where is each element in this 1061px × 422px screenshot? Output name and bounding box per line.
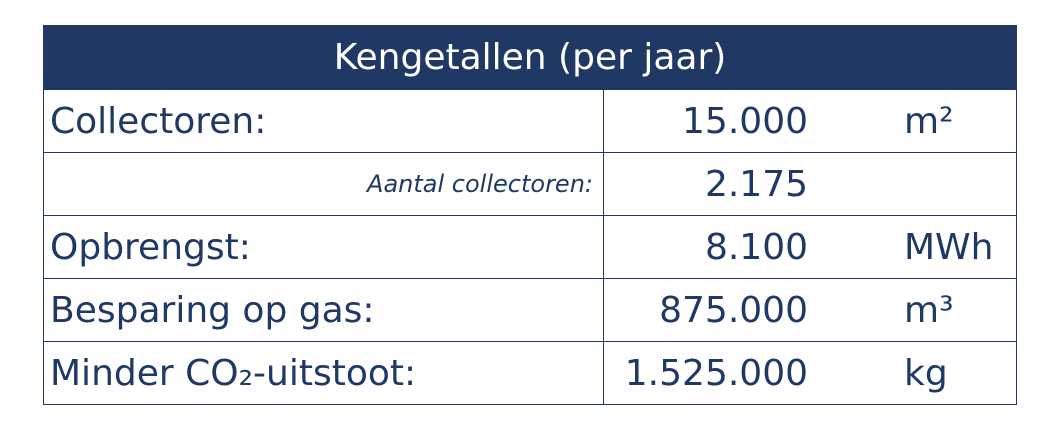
- row-unit: m²: [904, 100, 954, 142]
- row-label: Aantal collectoren:: [44, 153, 604, 215]
- table-row: Minder CO₂-uitstoot: 1.525.000 kg: [44, 341, 1016, 404]
- row-value: 875.000: [659, 289, 808, 331]
- table-row: Opbrengst: 8.100 MWh: [44, 215, 1016, 278]
- table-row: Besparing op gas: 875.000 m³: [44, 278, 1016, 341]
- row-label: Minder CO₂-uitstoot:: [44, 342, 604, 404]
- row-value: 8.100: [704, 226, 808, 268]
- table-title: Kengetallen (per jaar): [44, 26, 1016, 89]
- row-value: 2.175: [704, 163, 808, 205]
- row-unit: MWh: [904, 226, 994, 268]
- row-unit: m³: [904, 289, 954, 331]
- table-row: Aantal collectoren: 2.175: [44, 152, 1016, 215]
- key-figures-table: Kengetallen (per jaar) Collectoren: 15.00…: [43, 25, 1017, 405]
- table-row: Collectoren: 15.000 m²: [44, 89, 1016, 152]
- row-label: Opbrengst:: [44, 216, 604, 278]
- row-unit: kg: [904, 352, 948, 394]
- row-value: 15.000: [682, 100, 808, 142]
- row-label: Collectoren:: [44, 90, 604, 152]
- row-value: 1.525.000: [624, 352, 808, 394]
- row-label: Besparing op gas:: [44, 279, 604, 341]
